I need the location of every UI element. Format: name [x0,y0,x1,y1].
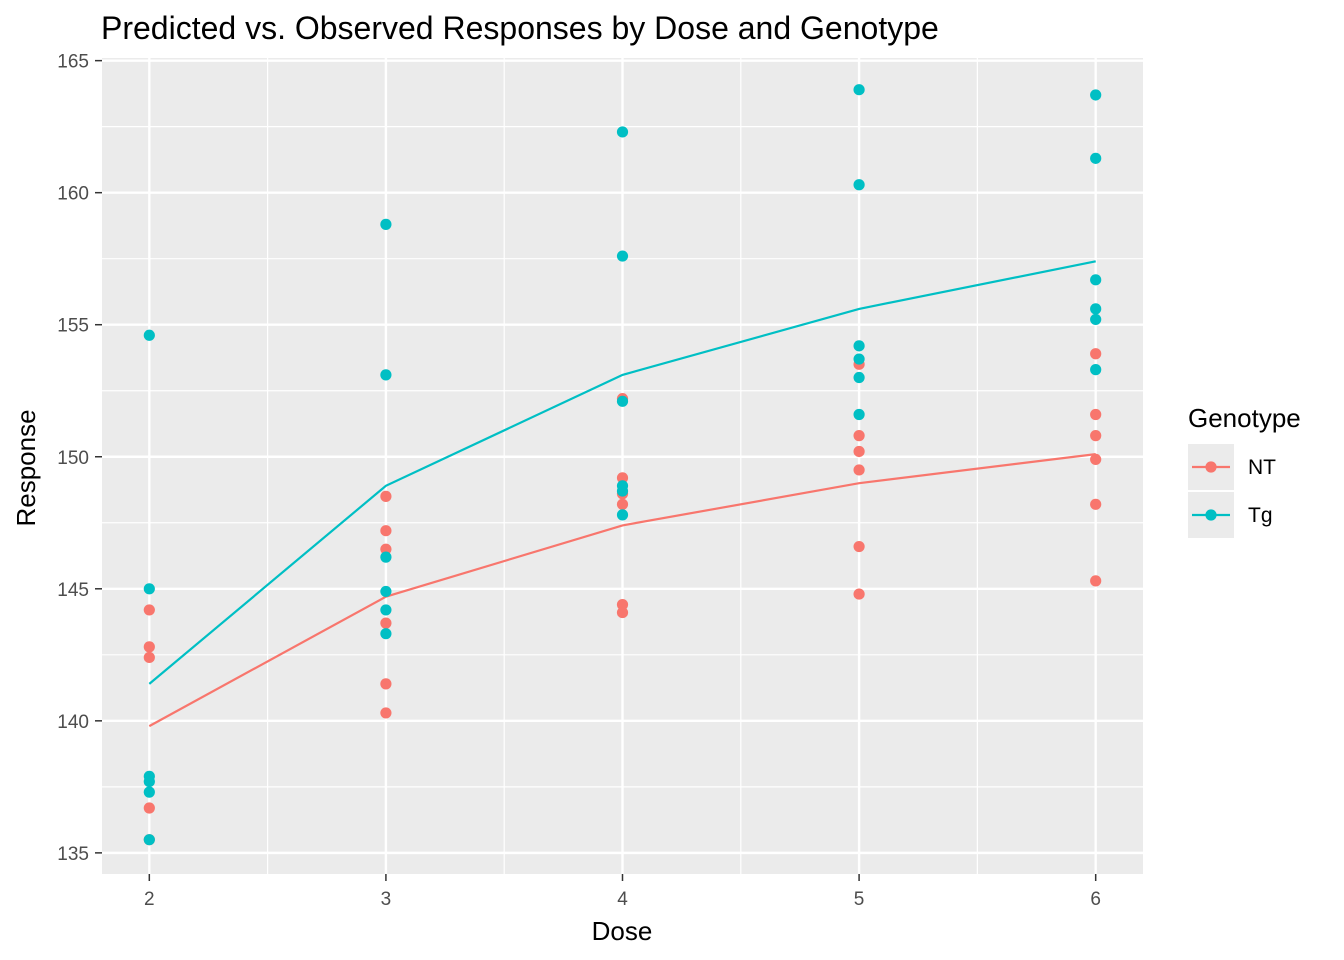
legend-label-tg: Tg [1248,504,1273,527]
point-nt [143,604,155,616]
y-tick-label: 155 [57,316,89,337]
x-axis: 2 3 4 5 6 [144,874,1101,910]
point-tg [143,834,155,846]
observed-points [143,84,1102,846]
point-tg [616,250,629,262]
x-tick-label: 2 [144,889,155,910]
y-tick-label: 145 [57,580,89,601]
x-tick-label: 4 [617,889,628,910]
point-nt [1090,408,1102,421]
point-tg [1090,152,1102,164]
x-axis-title: Dose [592,916,653,946]
y-tick-label: 160 [57,184,89,205]
point-tg [380,628,392,640]
point-nt [143,651,155,664]
point-tg [616,395,629,407]
legend-point-nt [1205,461,1217,473]
point-nt [380,525,392,537]
point-tg [143,786,155,798]
point-tg [1090,364,1102,376]
point-nt [1090,348,1102,360]
point-tg [143,775,155,788]
point-tg [1090,89,1102,101]
point-tg [853,84,865,96]
point-nt [616,606,629,619]
chart-title: Predicted vs. Observed Responses by Dose… [101,10,939,46]
point-tg [380,551,392,563]
fitted-line-nt [148,453,1096,728]
legend-point-tg [1205,509,1217,521]
y-tick-label: 150 [57,448,89,469]
legend-title: Genotype [1188,403,1301,433]
point-tg [380,604,392,616]
point-nt [853,540,865,553]
y-tick-label: 165 [57,52,89,73]
point-tg [616,509,629,521]
point-tg [380,218,392,230]
point-nt [380,490,392,502]
fitted-line-tg [148,260,1096,685]
point-nt [616,599,629,611]
point-tg [853,179,865,191]
x-tick-label: 6 [1090,889,1101,910]
point-nt [853,445,865,458]
point-tg [380,585,392,598]
point-nt [380,617,392,629]
fitted-lines [148,260,1096,728]
point-nt [143,802,155,814]
point-tg [143,583,155,595]
point-nt [1090,430,1102,442]
point-nt [143,641,155,653]
legend-label-nt: NT [1248,456,1276,479]
point-nt [380,543,392,555]
point-nt [1090,453,1102,465]
point-tg [143,329,155,341]
point-nt [1090,498,1102,510]
point-tg [853,340,865,352]
point-nt [1090,575,1102,587]
point-tg [1090,303,1102,315]
x-tick-label: 5 [854,889,865,910]
point-nt [853,588,865,600]
y-tick-label: 135 [57,844,89,865]
point-nt [853,430,865,442]
x-tick-label: 3 [381,889,392,910]
y-axis-title: Response [11,409,41,526]
y-axis: 135 140 145 150 155 160 165 [57,52,102,865]
point-tg [853,408,865,421]
point-tg [1090,313,1102,326]
point-tg [853,353,865,365]
point-nt [380,678,392,690]
point-tg [380,369,392,381]
point-tg [616,126,629,138]
point-nt [616,472,629,484]
legend: Genotype NT Tg [1188,403,1301,538]
point-nt [853,464,865,476]
point-tg [853,371,865,384]
point-tg [616,485,629,497]
y-tick-label: 140 [57,712,89,733]
point-nt [380,707,392,719]
point-tg [1090,274,1102,286]
point-nt [616,498,629,510]
